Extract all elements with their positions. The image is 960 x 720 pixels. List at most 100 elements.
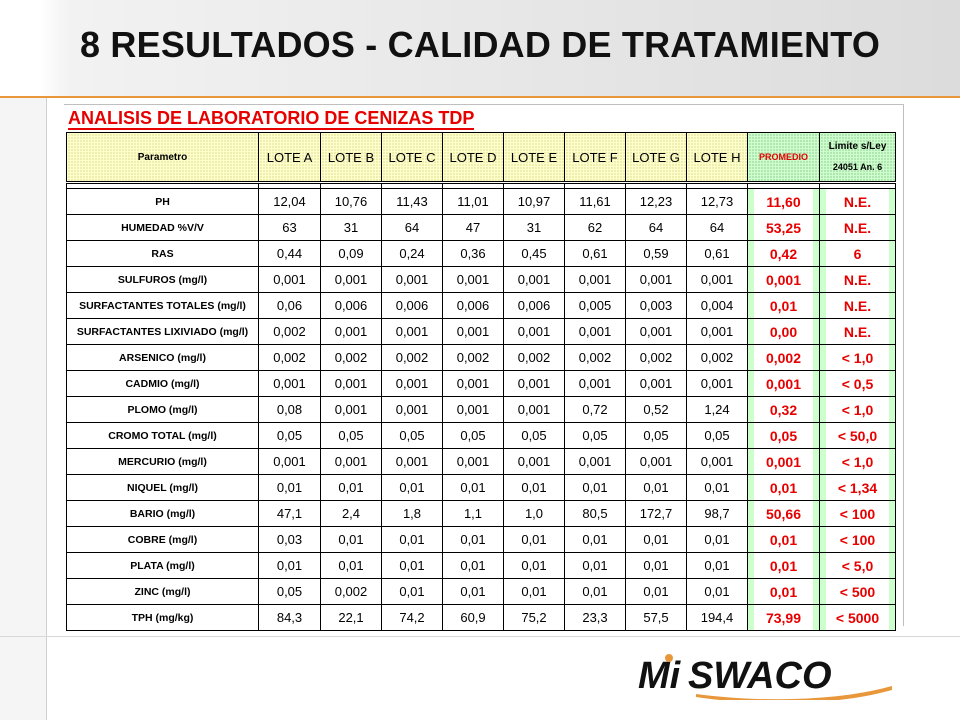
value-cell: 98,7 (686, 500, 748, 527)
promedio-cell: 53,25 (747, 214, 820, 241)
promedio-cell: 0,32 (747, 396, 820, 423)
table-row: SURFACTANTES TOTALES (mg/l) 0,06 0,006 0,00… (66, 292, 896, 319)
value-cell: 47 (442, 214, 504, 241)
value-cell: 0,61 (564, 240, 626, 267)
value-cell: 0,002 (686, 344, 748, 371)
value-cell: 0,05 (258, 578, 321, 605)
param-cell: BARIO (mg/l) (66, 500, 259, 527)
limite-cell: N.E. (819, 214, 896, 241)
table-row: MERCURIO (mg/l) 0,001 0,001 0,001 0,001 0,001… (66, 448, 896, 475)
value-cell: 12,73 (686, 188, 748, 215)
value-cell: 0,003 (625, 292, 687, 319)
value-cell: 0,001 (320, 448, 382, 475)
value-cell: 0,001 (625, 448, 687, 475)
svg-text:Mi: Mi (638, 655, 682, 697)
promedio-cell: 11,60 (747, 188, 820, 215)
value-cell: 0,001 (503, 448, 565, 475)
table-row: BARIO (mg/l) 47,1 2,4 1,8 1,1 1,0 80,5 172,7 98,… (66, 500, 896, 527)
param-cell: PH (66, 188, 259, 215)
value-cell: 0,01 (686, 552, 748, 579)
value-cell: 0,01 (381, 552, 443, 579)
value-cell: 0,005 (564, 292, 626, 319)
value-cell: 57,5 (625, 604, 687, 631)
header-limite: Limite s/Ley 24051 An. 6 (819, 132, 896, 183)
value-cell: 31 (503, 214, 565, 241)
value-cell: 0,44 (258, 240, 321, 267)
value-cell: 0,05 (503, 422, 565, 449)
value-cell: 0,001 (320, 266, 382, 293)
value-cell: 64 (381, 214, 443, 241)
table-row: RAS 0,44 0,09 0,24 0,36 0,45 0,61 0,59 0,61 0,42 6 (66, 240, 896, 267)
value-cell: 0,01 (320, 552, 382, 579)
value-cell: 0,001 (442, 370, 504, 397)
promedio-cell: 0,05 (747, 422, 820, 449)
value-cell: 0,05 (686, 422, 748, 449)
value-cell: 23,3 (564, 604, 626, 631)
value-cell: 0,01 (503, 526, 565, 553)
table-row: NIQUEL (mg/l) 0,01 0,01 0,01 0,01 0,01 0,01 0,0… (66, 474, 896, 501)
value-cell: 0,006 (320, 292, 382, 319)
value-cell: 0,01 (564, 474, 626, 501)
value-cell: 0,001 (442, 396, 504, 423)
value-cell: 0,001 (320, 396, 382, 423)
param-cell: SURFACTANTES TOTALES (mg/l) (66, 292, 259, 319)
param-cell: NIQUEL (mg/l) (66, 474, 259, 501)
limite-cell: < 1,0 (819, 448, 896, 475)
value-cell: 0,001 (381, 448, 443, 475)
value-cell: 0,05 (258, 422, 321, 449)
limite-cell: < 1,0 (819, 344, 896, 371)
value-cell: 0,72 (564, 396, 626, 423)
value-cell: 0,01 (625, 526, 687, 553)
limite-cell: < 0,5 (819, 370, 896, 397)
limite-cell: < 1,0 (819, 396, 896, 423)
param-cell: MERCURIO (mg/l) (66, 448, 259, 475)
value-cell: 0,001 (686, 266, 748, 293)
slide-title: 8 RESULTADOS - CALIDAD DE TRATAMIENTO (80, 24, 881, 65)
value-cell: 0,36 (442, 240, 504, 267)
promedio-cell: 50,66 (747, 500, 820, 527)
value-cell: 0,05 (625, 422, 687, 449)
value-cell: 0,01 (564, 578, 626, 605)
value-cell: 0,001 (442, 448, 504, 475)
value-cell: 0,01 (381, 474, 443, 501)
limite-cell: N.E. (819, 292, 896, 319)
value-cell: 0,002 (258, 344, 321, 371)
value-cell: 0,01 (503, 552, 565, 579)
param-cell: CROMO TOTAL (mg/l) (66, 422, 259, 449)
value-cell: 0,001 (442, 266, 504, 293)
header-lote: LOTE C (381, 132, 443, 183)
promedio-cell: 73,99 (747, 604, 820, 631)
value-cell: 0,001 (503, 370, 565, 397)
promedio-cell: 0,002 (747, 344, 820, 371)
value-cell: 172,7 (625, 500, 687, 527)
value-cell: 0,01 (686, 526, 748, 553)
value-cell: 0,001 (381, 396, 443, 423)
value-cell: 0,001 (503, 396, 565, 423)
value-cell: 0,61 (686, 240, 748, 267)
header-lote: LOTE D (442, 132, 504, 183)
value-cell: 12,04 (258, 188, 321, 215)
promedio-cell: 0,00 (747, 318, 820, 345)
value-cell: 0,01 (442, 578, 504, 605)
param-cell: PLATA (mg/l) (66, 552, 259, 579)
value-cell: 0,01 (686, 578, 748, 605)
header-lote: LOTE G (625, 132, 687, 183)
table-row: ARSENICO (mg/l) 0,002 0,002 0,002 0,002 0,002… (66, 344, 896, 371)
limite-cell: < 100 (819, 526, 896, 553)
footer-rule (0, 636, 960, 637)
value-cell: 2,4 (320, 500, 382, 527)
value-cell: 0,001 (625, 266, 687, 293)
sheet-title: ANALISIS DE LABORATORIO DE CENIZAS TDP (68, 108, 475, 130)
table-row: CADMIO (mg/l) 0,001 0,001 0,001 0,001 0,001 0,… (66, 370, 896, 397)
table-row: SURFACTANTES LIXIVIADO (mg/l) 0,002 0,001 0… (66, 318, 896, 345)
value-cell: 0,006 (442, 292, 504, 319)
value-cell: 11,61 (564, 188, 626, 215)
value-cell: 0,01 (442, 474, 504, 501)
value-cell: 0,01 (625, 578, 687, 605)
header-lote: LOTE E (503, 132, 565, 183)
promedio-cell: 0,01 (747, 578, 820, 605)
limite-cell: N.E. (819, 266, 896, 293)
value-cell: 0,01 (320, 526, 382, 553)
value-cell: 80,5 (564, 500, 626, 527)
table-body: PH 12,04 10,76 11,43 11,01 10,97 11,61 12,23 12,… (66, 181, 896, 631)
